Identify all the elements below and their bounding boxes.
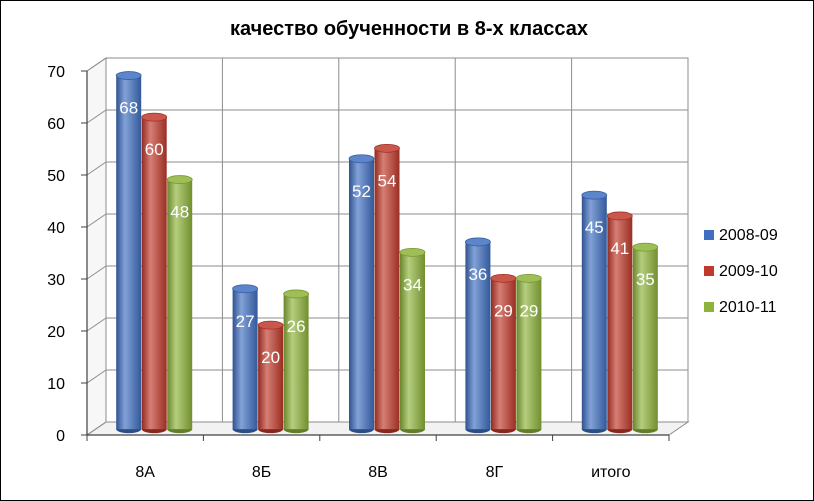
x-category-label: 8В xyxy=(368,464,388,481)
bar xyxy=(232,284,259,434)
y-tick-label: 20 xyxy=(47,324,65,341)
bar xyxy=(581,190,608,434)
data-label: 68 xyxy=(119,99,138,118)
grid-line-side xyxy=(86,109,107,124)
bar-top xyxy=(141,112,168,122)
data-label: 20 xyxy=(261,348,280,367)
bar xyxy=(348,154,375,434)
grid-line-side xyxy=(86,369,107,384)
bar-body xyxy=(374,148,400,430)
bar-body xyxy=(607,215,633,430)
grid-line-side xyxy=(86,317,107,332)
chart-title: качество обученности в 8-х классах xyxy=(230,18,588,40)
data-label: 52 xyxy=(352,182,371,201)
bar-body xyxy=(516,278,542,430)
y-tick-label: 10 xyxy=(47,376,65,393)
bars xyxy=(115,71,659,434)
data-label: 48 xyxy=(170,203,189,222)
legend: 2008-09 2009-10 2010-11 xyxy=(704,227,778,316)
bar-body xyxy=(258,325,284,430)
bar-top xyxy=(632,242,659,252)
y-tick-label: 40 xyxy=(47,220,65,237)
bar-body xyxy=(141,117,167,430)
side-wall xyxy=(86,57,107,436)
bar-body xyxy=(632,247,658,430)
legend-label: 2008-09 xyxy=(719,227,778,244)
bar-top xyxy=(516,273,542,283)
bar-body xyxy=(581,195,607,430)
y-tick-label: 70 xyxy=(47,64,65,81)
bar-top xyxy=(374,143,400,153)
data-label: 41 xyxy=(610,239,629,258)
bar-top xyxy=(257,320,284,330)
bar xyxy=(257,320,284,434)
bar xyxy=(632,242,659,434)
bar-body xyxy=(490,278,516,430)
data-label: 35 xyxy=(636,270,655,289)
bar xyxy=(283,289,310,434)
x-axis-categories: 8А 8Б 8В 8Г итого xyxy=(86,435,670,481)
data-label: 27 xyxy=(236,312,255,331)
data-label: 34 xyxy=(403,275,422,294)
grid-line-side xyxy=(86,161,107,176)
data-label: 29 xyxy=(494,301,513,320)
y-tick-label: 30 xyxy=(47,272,65,289)
y-tick-label: 50 xyxy=(47,168,65,185)
bar-body xyxy=(465,241,491,430)
grid-line-side xyxy=(86,213,107,228)
grid-line-side xyxy=(86,265,107,280)
data-label: 45 xyxy=(585,218,604,237)
legend-swatch xyxy=(704,302,714,312)
bar-top xyxy=(232,284,259,294)
data-label: 54 xyxy=(378,171,397,190)
bar-top xyxy=(399,247,426,257)
bar xyxy=(115,71,142,434)
bar-top xyxy=(464,237,491,247)
y-tick-label: 60 xyxy=(47,116,65,133)
x-category-label: 8А xyxy=(135,464,155,481)
bar-body xyxy=(400,252,425,430)
bar xyxy=(166,175,193,434)
bar-top xyxy=(166,175,193,184)
bar-body xyxy=(167,179,193,430)
bar xyxy=(464,237,491,434)
x-category-label: 8Б xyxy=(252,464,271,481)
bar xyxy=(399,247,426,434)
legend-swatch xyxy=(704,266,714,276)
bar-top xyxy=(115,71,142,80)
axes xyxy=(86,71,669,436)
x-category-label: 8Г xyxy=(486,464,504,481)
legend-label: 2009-10 xyxy=(719,263,778,280)
bar-body xyxy=(283,293,309,430)
bar-top xyxy=(490,273,517,283)
bar-top xyxy=(581,190,608,200)
legend-label: 2010-11 xyxy=(719,299,777,316)
bar xyxy=(606,211,633,434)
bar-body xyxy=(349,158,374,430)
data-label: 26 xyxy=(287,317,306,336)
legend-swatch xyxy=(704,230,714,240)
bar-top xyxy=(348,154,375,164)
grid-line-side xyxy=(86,421,107,436)
data-labels: 68 60 48 27 20 26 52 54 34 36 29 29 45 41 35 xyxy=(119,99,655,368)
bar xyxy=(516,273,542,434)
bar-top xyxy=(606,211,633,221)
y-tick-label: 0 xyxy=(56,428,65,445)
y-axis-ticks: 0 10 20 30 40 50 60 70 xyxy=(47,64,87,445)
grid-line-side xyxy=(86,57,107,72)
bar-body xyxy=(116,75,142,430)
data-label: 36 xyxy=(468,265,487,284)
bar-body xyxy=(232,288,258,430)
bar xyxy=(141,112,168,434)
data-label: 60 xyxy=(145,140,164,159)
data-label: 29 xyxy=(519,301,538,320)
bar-top xyxy=(283,289,310,299)
bar xyxy=(490,273,517,434)
x-category-label: итого xyxy=(591,464,630,481)
bar xyxy=(374,143,400,434)
